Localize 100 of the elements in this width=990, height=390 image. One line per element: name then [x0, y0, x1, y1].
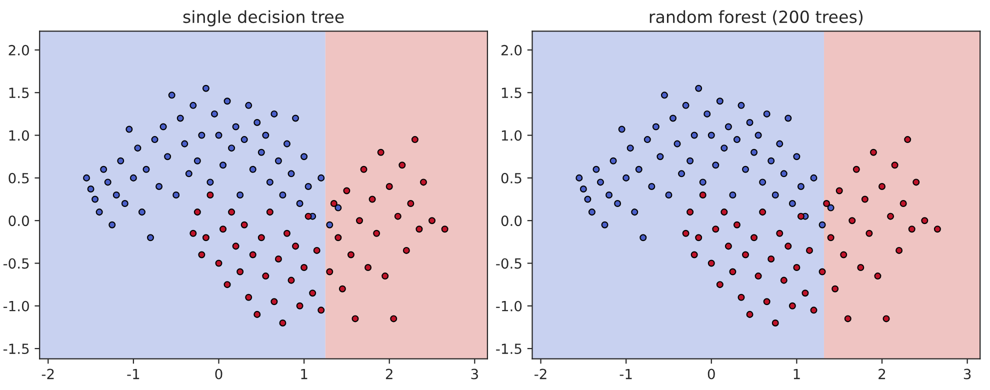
point [699, 192, 706, 198]
point [682, 230, 690, 237]
point [279, 192, 286, 198]
point [181, 140, 188, 148]
point [232, 242, 240, 250]
point [236, 268, 244, 276]
point [596, 178, 604, 186]
point [776, 230, 784, 237]
point [580, 186, 587, 193]
point [262, 272, 270, 280]
point [304, 212, 312, 220]
point [206, 192, 214, 198]
y-tick-label: 0.5 [501, 172, 522, 184]
y-tick-label: 1.5 [502, 88, 522, 98]
point [793, 153, 800, 160]
point [690, 251, 698, 258]
x-tick-label: -1 [620, 368, 632, 380]
point [797, 212, 804, 220]
point [352, 315, 359, 322]
point [776, 140, 784, 148]
point [797, 182, 804, 190]
point [738, 102, 745, 109]
point [870, 148, 877, 156]
point [117, 157, 124, 164]
y-tick-label: -0.5 [3, 258, 29, 269]
point [827, 204, 834, 212]
point [810, 306, 818, 314]
point [716, 281, 724, 288]
point [750, 148, 758, 156]
point [768, 157, 775, 164]
point [266, 178, 274, 186]
point [840, 251, 848, 258]
x-tick-label: 2 [386, 368, 392, 380]
point [407, 200, 414, 208]
point [712, 162, 720, 169]
point [622, 174, 630, 182]
point [614, 200, 622, 208]
point [576, 174, 583, 182]
point [857, 264, 864, 272]
x-tick-label: 0 [708, 368, 715, 380]
point [228, 208, 236, 216]
point [87, 186, 94, 193]
point [635, 166, 642, 173]
point [402, 246, 410, 254]
point [742, 166, 750, 173]
point [210, 110, 218, 118]
point [202, 84, 210, 92]
point [318, 174, 325, 182]
point [232, 123, 240, 130]
point [270, 110, 278, 118]
point [720, 208, 728, 216]
point [695, 84, 702, 92]
point [793, 264, 800, 272]
point [245, 294, 252, 301]
x-tick-label: 1 [301, 368, 308, 380]
point [733, 136, 740, 144]
point [618, 126, 626, 133]
y-tick-label: 0.5 [8, 172, 29, 184]
y-tick-label: 0.0 [8, 216, 29, 226]
point [788, 200, 796, 208]
point [818, 221, 826, 228]
point [318, 306, 325, 314]
y-tick-label: -1.0 [496, 300, 522, 312]
point [720, 144, 728, 152]
point [763, 298, 770, 306]
point [772, 319, 779, 326]
point [92, 196, 99, 203]
y-tick-label: 0.0 [501, 216, 522, 226]
point [334, 204, 342, 212]
x-tick-label: 3 [471, 368, 478, 380]
point [686, 208, 694, 216]
point [130, 174, 137, 182]
y-tick-label: 2.0 [501, 44, 522, 56]
point [724, 242, 732, 250]
point [288, 276, 295, 284]
point [343, 187, 350, 194]
point [258, 234, 265, 242]
point [878, 182, 886, 190]
point [746, 310, 754, 318]
point [882, 315, 890, 322]
point [283, 230, 290, 237]
point [891, 162, 898, 169]
point [283, 140, 290, 148]
point [373, 230, 380, 237]
point [848, 217, 856, 224]
point [198, 132, 206, 139]
point [768, 255, 775, 262]
point [190, 102, 197, 109]
point [274, 255, 282, 262]
point [146, 234, 154, 242]
point [754, 272, 762, 280]
point [304, 182, 312, 190]
point [584, 196, 592, 203]
point [224, 98, 231, 105]
point [818, 268, 826, 276]
y-tick-label: -1.5 [496, 344, 522, 354]
point [176, 114, 184, 122]
point [746, 118, 754, 126]
point [274, 157, 282, 164]
point [896, 246, 903, 254]
